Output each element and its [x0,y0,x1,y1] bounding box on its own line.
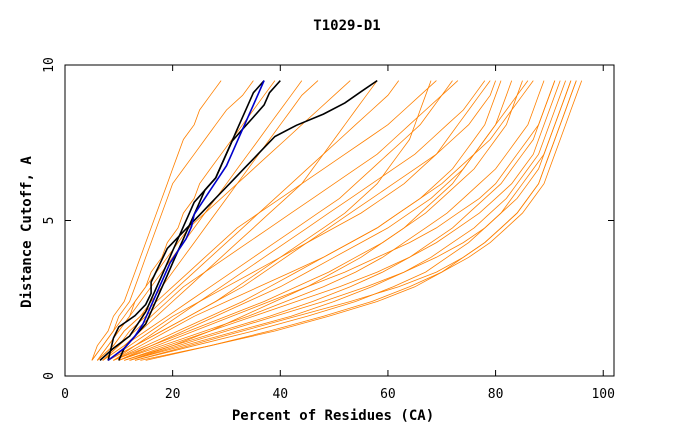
highlight-blue-series-line [107,80,265,362]
series-layer [91,79,583,362]
y-tick-label: 0 [42,372,57,380]
model-series-line [129,80,572,361]
chart-title: T1029-D1 [313,18,380,34]
x-tick-label: 60 [380,387,396,402]
model-series-line [145,80,583,361]
x-tick-label: 40 [272,387,288,402]
model-series-line [113,80,486,361]
model-series-line [107,80,496,361]
model-series-line [97,80,437,361]
model-series-line [102,80,400,361]
model-series-line [113,80,523,361]
model-series-line [96,80,276,361]
x-tick-label: 0 [61,387,69,402]
model-series-line [118,80,513,361]
model-series-line [134,80,577,361]
model-series-line [102,80,378,361]
model-series-line [134,80,572,361]
model-series-line [96,80,303,361]
model-series-line [118,80,545,361]
model-series-line [91,80,351,361]
model-series-line [113,80,534,361]
model-series-line [124,80,556,361]
model-series-line [102,80,453,361]
model-series-line [107,80,432,361]
x-tick-label: 20 [165,387,181,402]
x-axis-label: Percent of Residues (CA) [232,408,434,424]
model-series-line [91,80,222,361]
x-axis-ticks: 0 20 40 60 80 100 [61,65,615,402]
highlight-black-series-line [107,79,378,361]
y-tick-label: 5 [42,217,57,225]
highlight-black-series-line [118,80,281,361]
model-series-line [129,80,566,361]
model-series-line [107,80,491,361]
x-tick-label: 80 [488,387,504,402]
model-series-line [124,80,561,361]
model-series-line [91,80,254,361]
model-series-line [102,80,459,361]
model-series-line [118,80,556,361]
y-axis-ticks: 0 5 10 [42,57,614,380]
y-tick-label: 10 [42,57,57,73]
x-tick-label: 100 [591,387,614,402]
model-series-line [97,80,319,361]
highlight-black-series-line [99,80,265,361]
y-axis-label: Distance Cutoff, A [19,156,35,308]
